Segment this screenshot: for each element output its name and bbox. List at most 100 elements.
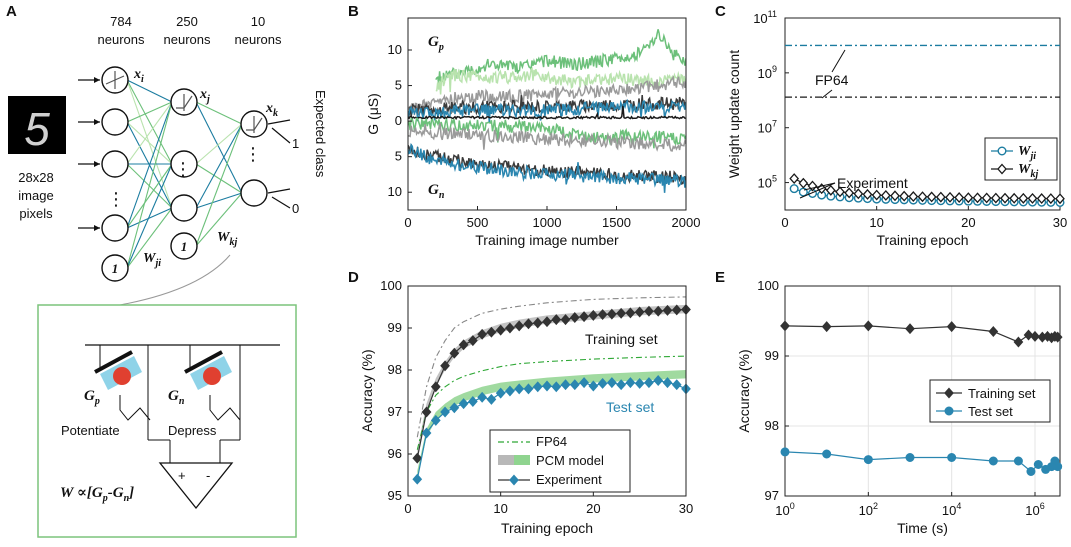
connection-line bbox=[195, 101, 243, 194]
network-nodes: 11 bbox=[78, 66, 291, 282]
hidden-neuron bbox=[170, 194, 198, 222]
x-tick-label: 1500 bbox=[602, 215, 631, 230]
chart-b: 0 500 1000 1500 2000 10 5 0 5 10 Training image nu… bbox=[365, 17, 701, 248]
y-axis-label: Weight update count bbox=[726, 50, 742, 178]
data-point bbox=[430, 381, 441, 393]
data-point bbox=[988, 326, 999, 337]
data-point bbox=[963, 192, 974, 204]
x-tick-label: 1000 bbox=[533, 215, 562, 230]
legend-entry-label: FP64 bbox=[536, 434, 567, 449]
data-point bbox=[560, 314, 571, 326]
y-tick-label: 100 bbox=[380, 278, 402, 293]
data-point bbox=[430, 414, 441, 426]
data-point bbox=[780, 320, 790, 332]
data-point bbox=[560, 379, 571, 391]
gp-annotation: Gp bbox=[428, 34, 444, 53]
potentiate-label: Potentiate bbox=[61, 423, 120, 438]
x-tick-label: 102 bbox=[859, 501, 878, 518]
data-point bbox=[862, 188, 873, 200]
data-point bbox=[863, 320, 874, 332]
data-point bbox=[662, 304, 673, 316]
arrow-head-icon bbox=[94, 225, 100, 231]
arrow-head-icon bbox=[94, 161, 100, 167]
connection-line bbox=[126, 207, 173, 269]
data-point bbox=[822, 449, 832, 459]
node-xj-label: xj bbox=[199, 87, 210, 105]
x-tick-label: 10 bbox=[493, 501, 507, 516]
x-tick-label: 0 bbox=[404, 215, 411, 230]
data-point bbox=[606, 308, 617, 320]
gp-label: Gp bbox=[84, 388, 100, 407]
output-0-label: 0 bbox=[292, 201, 299, 216]
chart-c: 0 10 20 30 105 107 109 1011 FP64 Experiment Weight… bbox=[726, 9, 1067, 248]
x-tick-label: 2000 bbox=[672, 215, 701, 230]
arrow-head-icon bbox=[94, 77, 100, 83]
data-point bbox=[954, 192, 965, 204]
panel-label-e: E bbox=[715, 269, 725, 286]
data-point bbox=[908, 191, 919, 203]
y-tick-label: 99 bbox=[765, 348, 779, 363]
x-axis-label: Time (s) bbox=[897, 520, 948, 536]
output-arrow bbox=[267, 188, 291, 194]
circuit-frame bbox=[37, 304, 297, 538]
y-tick-label: 95 bbox=[388, 488, 402, 503]
depress-label: Depress bbox=[168, 423, 217, 438]
legend-entry-label: Experiment bbox=[536, 472, 602, 487]
data-point bbox=[551, 314, 562, 326]
y-tick-label: 109 bbox=[758, 64, 777, 81]
data-point bbox=[551, 381, 562, 393]
data-point bbox=[644, 377, 654, 389]
expected-class-label: Expected class bbox=[313, 90, 328, 178]
data-point bbox=[412, 452, 423, 464]
activation-icon bbox=[246, 116, 263, 133]
data-point bbox=[1026, 467, 1036, 477]
data-point bbox=[421, 427, 432, 439]
data-point bbox=[1013, 336, 1024, 348]
data-point bbox=[644, 305, 654, 317]
gn-amorphous-icon bbox=[203, 367, 221, 385]
data-point bbox=[662, 377, 673, 389]
gn-annotation: Gn bbox=[428, 182, 445, 201]
y-tick-label: 5 bbox=[395, 78, 402, 93]
data-point bbox=[523, 383, 534, 395]
mnist-digit: 5 bbox=[24, 103, 50, 155]
connection-line bbox=[126, 101, 173, 165]
annotation-arrow bbox=[821, 89, 833, 99]
x-tick-label: 20 bbox=[961, 215, 975, 230]
panel-label-b: B bbox=[348, 3, 359, 20]
connection-line bbox=[126, 163, 173, 229]
data-point bbox=[495, 324, 506, 336]
data-point bbox=[579, 311, 589, 323]
connection-line bbox=[126, 101, 173, 269]
data-point bbox=[440, 406, 450, 418]
data-point bbox=[542, 380, 552, 392]
data-point bbox=[588, 309, 599, 321]
data-point bbox=[477, 328, 488, 340]
x-tick-label: 100 bbox=[775, 501, 794, 518]
data-point bbox=[634, 377, 645, 389]
input-neuron bbox=[101, 254, 129, 282]
data-point bbox=[505, 322, 515, 334]
series-gp-black-base bbox=[408, 105, 686, 121]
data-point bbox=[514, 320, 525, 332]
connection-line bbox=[195, 101, 243, 125]
image-label-line2: image bbox=[18, 188, 53, 203]
data-point bbox=[926, 191, 937, 203]
legend-entry-label: Test set bbox=[968, 404, 1013, 419]
input-dots: ⋮ bbox=[107, 189, 125, 209]
class-arrow bbox=[271, 127, 291, 144]
data-point bbox=[835, 186, 845, 198]
activation-icon bbox=[176, 94, 193, 111]
data-point bbox=[905, 323, 915, 335]
data-point bbox=[789, 184, 799, 194]
data-point bbox=[990, 192, 1001, 204]
data-point bbox=[421, 406, 432, 418]
data-point bbox=[1036, 193, 1047, 205]
layer2-count: 250 bbox=[176, 14, 198, 29]
data-point bbox=[871, 189, 882, 201]
connection-line bbox=[126, 163, 173, 269]
legend-swatch bbox=[498, 455, 514, 465]
data-point bbox=[542, 316, 552, 328]
training-set-annotation: Training set bbox=[585, 331, 658, 347]
output-dots: ⋮ bbox=[244, 144, 262, 164]
